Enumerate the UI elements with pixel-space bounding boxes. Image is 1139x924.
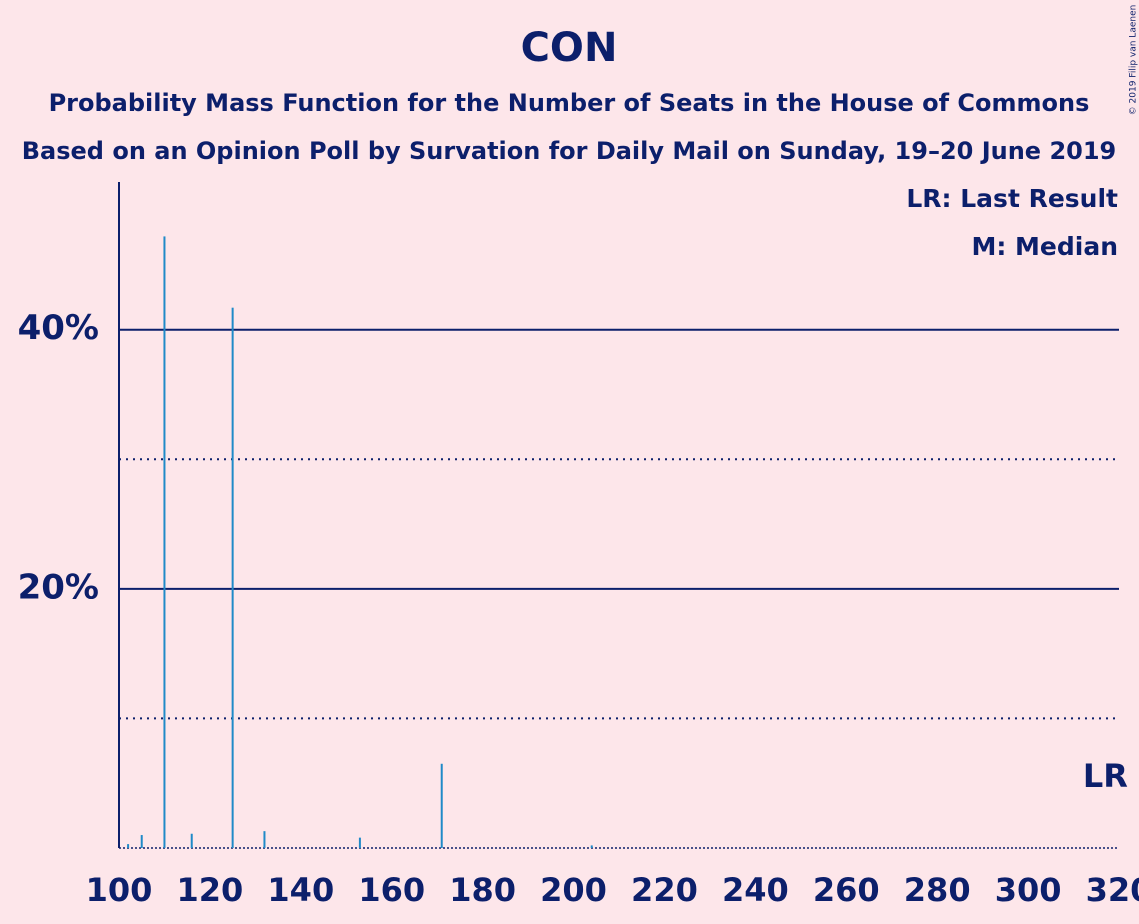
- legend-entry: LR: Last Result: [906, 184, 1118, 213]
- x-tick-label: 260: [813, 871, 880, 909]
- chart-subtitle: Probability Mass Function for the Number…: [49, 89, 1090, 117]
- x-tick-label: 300: [995, 871, 1062, 909]
- y-tick-label: 20%: [18, 567, 99, 607]
- bar: [163, 236, 166, 848]
- bar: [140, 835, 143, 848]
- x-tick-label: 180: [449, 871, 516, 909]
- bar: [127, 844, 130, 848]
- chart-title: CON: [521, 25, 618, 71]
- y-tick-label: 40%: [18, 308, 99, 348]
- x-tick-label: 160: [358, 871, 425, 909]
- x-tick-label: 320: [1086, 871, 1139, 909]
- x-tick-label: 200: [540, 871, 607, 909]
- copyright: © 2019 Filip van Laenen: [1129, 5, 1139, 116]
- chart-subtitle: Based on an Opinion Poll by Survation fo…: [22, 137, 1116, 165]
- x-tick-label: 120: [177, 871, 244, 909]
- x-tick-label: 100: [86, 871, 153, 909]
- x-tick-label: 240: [722, 871, 789, 909]
- last-result-label: LR: [1083, 757, 1128, 795]
- bar: [590, 845, 593, 848]
- bar: [440, 763, 443, 848]
- bar: [190, 833, 193, 848]
- bar: [231, 307, 234, 848]
- x-tick-label: 140: [267, 871, 334, 909]
- x-tick-label: 220: [631, 871, 698, 909]
- legend-entry: M: Median: [971, 232, 1118, 261]
- bar: [358, 837, 361, 848]
- bar: [263, 831, 266, 848]
- x-tick-label: 280: [904, 871, 971, 909]
